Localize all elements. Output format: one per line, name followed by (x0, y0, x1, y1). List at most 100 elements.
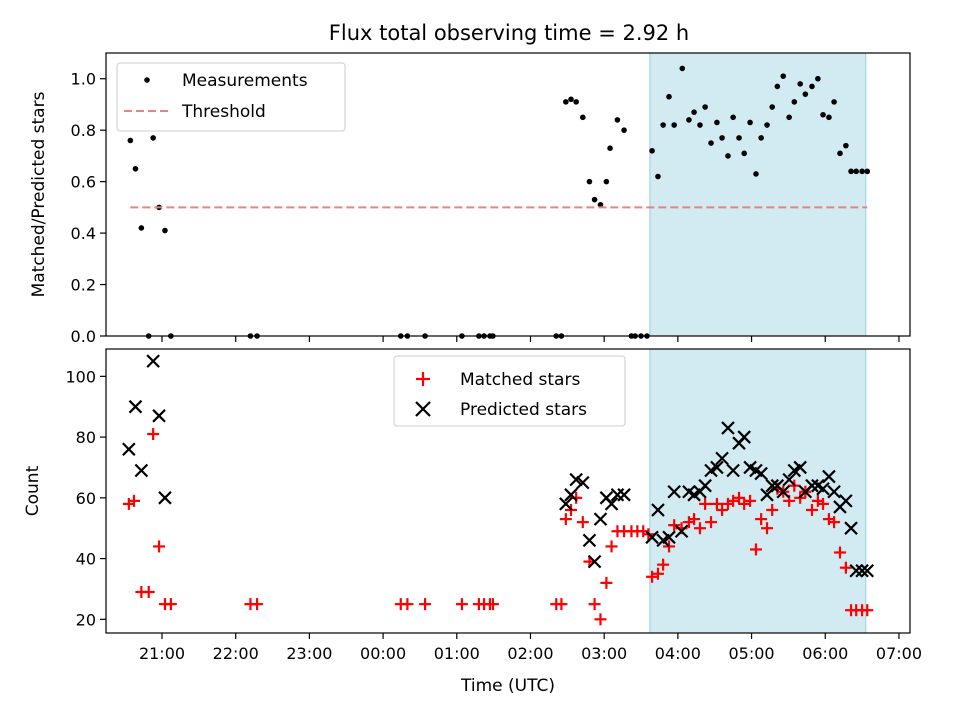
predicted-star-point (860, 563, 875, 578)
measurement-point (591, 196, 598, 203)
matched-star-point (153, 540, 166, 553)
predicted-star-point (604, 497, 619, 511)
x-tick-label: 00:00 (360, 644, 406, 663)
measurements-legend-marker (144, 77, 150, 83)
matched-star-point (839, 561, 852, 574)
matched-star-point (699, 497, 712, 510)
measurement-point (714, 119, 720, 126)
matched-star-point (251, 598, 264, 611)
predicted-star-point (559, 497, 573, 511)
measurement-point (150, 135, 156, 141)
predicted-star-point (122, 442, 136, 457)
measurement-point (666, 93, 672, 100)
matched-star-point (600, 576, 613, 589)
x-tick-label: 04:00 (655, 644, 701, 663)
predicted-star-point (662, 530, 676, 545)
ratio-plot-frame (105, 52, 911, 337)
predicted-star-point (849, 563, 863, 578)
measurement-point (730, 114, 736, 121)
predicted-star-point (667, 484, 681, 499)
predicted-star-point (158, 491, 172, 505)
measurement-point (764, 122, 770, 128)
matched-star-point (419, 598, 432, 611)
predicted-star-point (617, 488, 631, 502)
x-tick-label: 06:00 (802, 644, 848, 663)
ratio-x-ticks (161, 336, 900, 342)
measurement-point (791, 99, 798, 105)
count-y-axis: 20 40 60 80 100 (65, 367, 106, 629)
measurement-point (597, 201, 604, 208)
measurement-point (837, 150, 843, 157)
matched-star-point (142, 585, 155, 598)
y-tick-label: 60 (76, 489, 96, 508)
measurement-point (660, 122, 666, 128)
y-tick-label: 0.2 (71, 276, 96, 295)
measurement-point (708, 140, 714, 146)
measurement-point (809, 83, 815, 90)
matched-star-point (705, 516, 718, 529)
predicted-star-point (134, 463, 149, 478)
x-tick-label: 03:00 (581, 644, 627, 663)
matched-star-point (668, 519, 681, 532)
measurement-point (843, 142, 849, 149)
matched-star-point (693, 522, 706, 535)
predicted-stars-legend-label: Predicted stars (460, 400, 587, 420)
predicted-star-point (721, 421, 735, 435)
x-tick-label: 01:00 (434, 644, 480, 663)
predicted-star-point (765, 478, 779, 493)
predicted-star-point (776, 484, 791, 499)
measurement-point (853, 168, 860, 175)
matched-star-point (164, 598, 177, 611)
measurement-point (753, 171, 759, 177)
measurement-point (747, 119, 753, 126)
count-plot-frame (105, 348, 911, 634)
matched-star-point (817, 497, 830, 510)
predicted-star-point (569, 472, 583, 487)
measurement-point (621, 127, 627, 133)
count-x-axis: 21:00 22:00 23:00 00:00 01:00 02:00 03:00 04:00… (139, 633, 922, 663)
predicted-star-point (827, 484, 841, 499)
ratio-legend: Measurements Threshold (116, 62, 346, 132)
matched-star-point (828, 516, 841, 529)
matched-star-point (486, 598, 499, 611)
x-tick-label: 07:00 (876, 644, 922, 663)
measurement-point (831, 99, 837, 105)
predicted-star-point (587, 554, 602, 569)
x-tick-label: 23:00 (286, 644, 332, 663)
measurement-point (780, 73, 787, 79)
measurement-point (162, 227, 168, 234)
predicted-star-point (816, 481, 830, 496)
matched-star-point (761, 522, 774, 535)
measurement-point (138, 225, 145, 231)
predicted-star-point (737, 430, 751, 444)
matched-star-point (594, 613, 607, 626)
y-tick-label: 0.0 (71, 327, 96, 346)
measurement-point (802, 91, 809, 97)
predicted-star-point (822, 469, 836, 484)
measurement-point (563, 99, 569, 105)
y-tick-label: 100 (65, 367, 96, 386)
x-tick-label: 02:00 (507, 644, 553, 663)
y-tick-label: 80 (76, 428, 96, 447)
measurement-point (579, 114, 586, 121)
predicted-star-point (839, 494, 853, 508)
measurement-point (132, 165, 139, 172)
measurement-point (127, 137, 134, 144)
y-tick-label: 0.8 (71, 121, 96, 140)
predicted-star-point (782, 472, 796, 487)
predicted-star-point (715, 451, 729, 466)
measurement-point (649, 147, 655, 154)
matched-star-point (128, 494, 141, 507)
matched-star-point (833, 546, 846, 559)
matched-star-point (605, 540, 618, 553)
threshold-legend-label: Threshold (181, 102, 266, 122)
predicted-star-point (152, 409, 166, 423)
predicted-stars-legend-marker (415, 401, 431, 417)
measurement-point (736, 135, 742, 141)
measurement-point (614, 117, 621, 123)
measurement-point (774, 83, 781, 90)
x-tick-label: 05:00 (729, 644, 775, 663)
measurement-point (573, 99, 579, 105)
measurement-point (826, 114, 832, 121)
predicted-star-point (564, 488, 578, 502)
